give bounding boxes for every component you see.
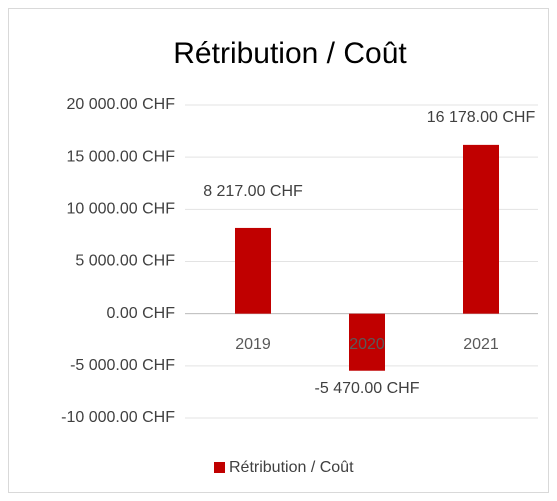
y-tick-label: 0.00 CHF (107, 305, 176, 322)
bar (235, 227, 271, 314)
x-tick-label: 2021 (463, 336, 499, 353)
bar (463, 144, 499, 314)
y-tick-label: -10 000.00 CHF (61, 409, 175, 426)
legend-swatch (214, 462, 225, 473)
y-tick-label: 15 000.00 CHF (66, 148, 175, 165)
x-tick-label: 2020 (349, 336, 385, 353)
x-tick-label: 2019 (235, 336, 271, 353)
y-tick-label: 10 000.00 CHF (66, 201, 175, 218)
data-label: 8 217.00 CHF (203, 183, 303, 200)
y-tick-label: 5 000.00 CHF (75, 253, 175, 270)
legend-label: Rétribution / Coût (229, 459, 354, 476)
data-label: 16 178.00 CHF (427, 109, 536, 126)
y-tick-label: 20 000.00 CHF (66, 96, 175, 113)
chart-border (8, 8, 549, 493)
chart-title: Rétribution / Coût (173, 37, 407, 70)
y-tick-label: -5 000.00 CHF (70, 357, 175, 374)
bar (349, 313, 385, 371)
data-label: -5 470.00 CHF (315, 380, 420, 397)
